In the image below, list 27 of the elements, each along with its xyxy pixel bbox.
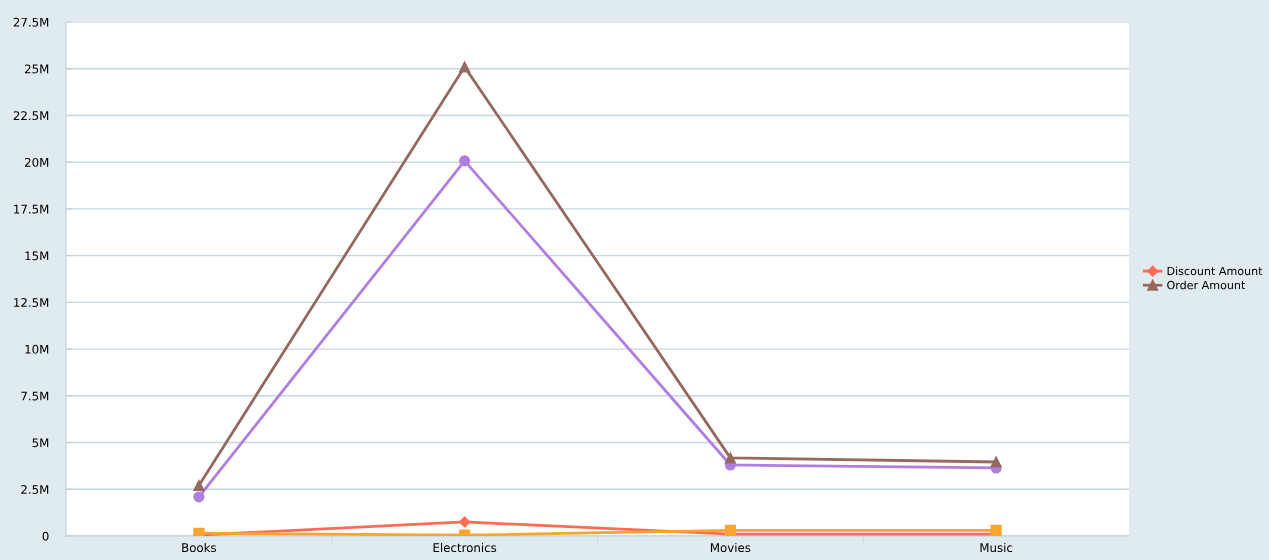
y-tick-label: 12.5M [14,298,49,308]
y-tick-label: 25M [24,64,49,74]
y-tick-label: 10M [25,344,49,354]
point [990,456,1002,468]
point [459,61,471,73]
y-tick-label: 27.5M [13,17,49,27]
x-tick-label: Music [980,542,1013,553]
x-tick-label: Movies [710,542,751,553]
legend-label: Discount Amount [1167,266,1263,276]
y-tick-label: 22.5M [13,111,49,121]
point [724,524,736,536]
x-tick-label: Books [182,542,217,553]
y-tick-label: 15M [25,251,49,261]
y-tick-label: 17.5M [14,204,49,214]
point [459,516,471,528]
y-tick-label: 5M [32,438,49,448]
y-tick-label: 0 [42,531,49,541]
legend-label: Order Amount [1167,280,1246,290]
point [459,155,471,167]
point [724,452,736,464]
y-tick-label: 2.5M [21,485,49,494]
point [193,491,205,503]
point [193,479,205,492]
y-tick-label: 7.5M [21,391,49,401]
x-tick-label: Electronics [433,542,497,553]
y-tick-label: 20M [24,157,49,167]
point [990,524,1002,536]
